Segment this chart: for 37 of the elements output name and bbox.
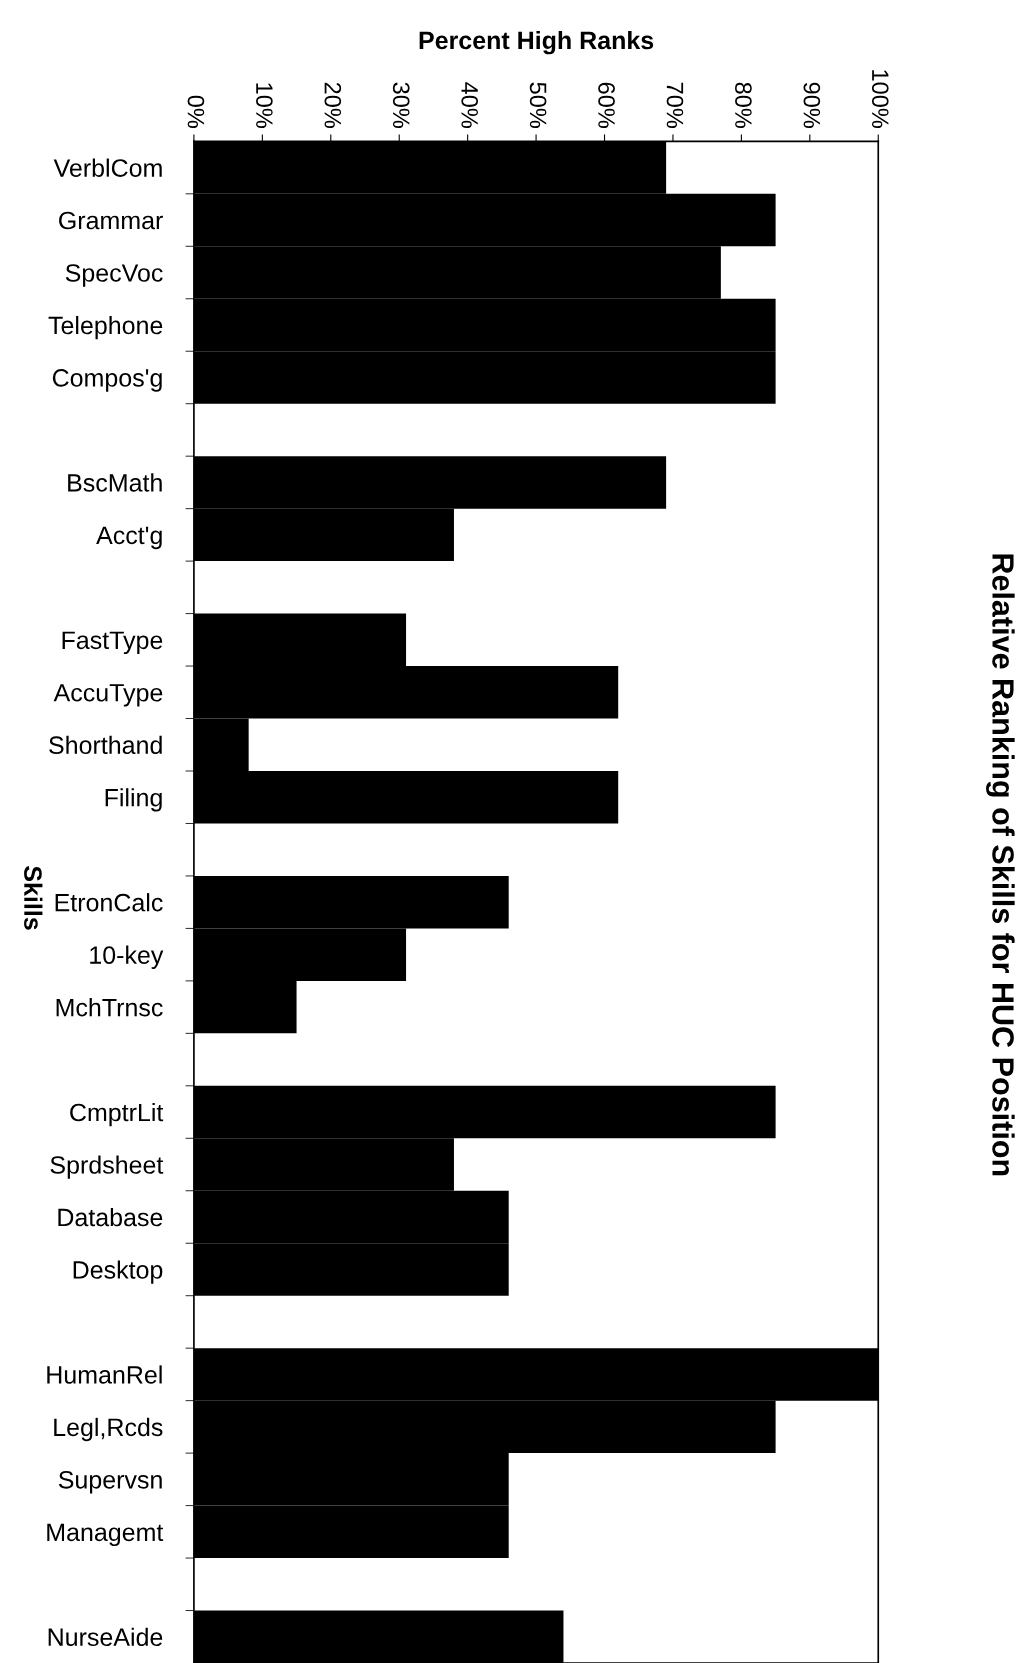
x-tick-label: 20% [324,82,342,129]
y-tick-label: FastType [62,631,163,655]
text: Relative Ranking of Skills for HUC Position [986,554,1015,1176]
y-tick-label: Filing [105,788,162,812]
x-tick-label: 90% [803,82,821,129]
x-tick-label: 60% [598,82,615,129]
y-tick-label: CmptrLit [70,1103,164,1127]
x-axis-title: Percent High Ranks [419,30,654,55]
y-axis-title: Skills [24,866,43,930]
y-tick-label: Legl,Rcds [54,1417,163,1442]
y-tick-label: AccuType [53,684,163,707]
x-tick-label: 80% [735,82,752,129]
y-tick-label: Shorthand [49,735,162,755]
y-tick-label: EtronCalc [55,893,163,912]
y-tick-label: Acct'g [96,526,162,550]
y-tick-label: 10-key [90,945,164,969]
y-tick-label: Grammar [59,211,163,230]
y-tick-label: VerblCom [53,158,162,177]
y-tick-label: Telephone [48,315,163,340]
y-tick-label: Supervsn [58,1470,162,1494]
y-tick-label: MchTrnsc [56,998,163,1017]
y-tick-label: NurseAide [48,1627,163,1647]
y-tick-label: Sprdsheet [50,1155,164,1179]
x-tick-label: 30% [392,82,410,129]
x-tick-label: 10% [256,83,273,129]
x-tick-label: 100% [871,70,889,129]
y-tick-label: Database [58,1207,163,1227]
y-tick-label: Managemt [47,1523,164,1547]
x-tick-label: 50% [529,82,547,129]
x-tick-label: 40% [461,82,479,129]
y-tick-label: Compos'g [52,369,162,392]
x-tick-label: 70% [666,82,684,129]
y-tick-label: HumanRel [47,1365,162,1384]
y-tick-label: BscMath [68,473,162,492]
y-tick-label: Desktop [73,1260,163,1284]
x-tick-label: 0% [187,95,205,129]
y-tick-label: SpecVoc [65,264,163,287]
